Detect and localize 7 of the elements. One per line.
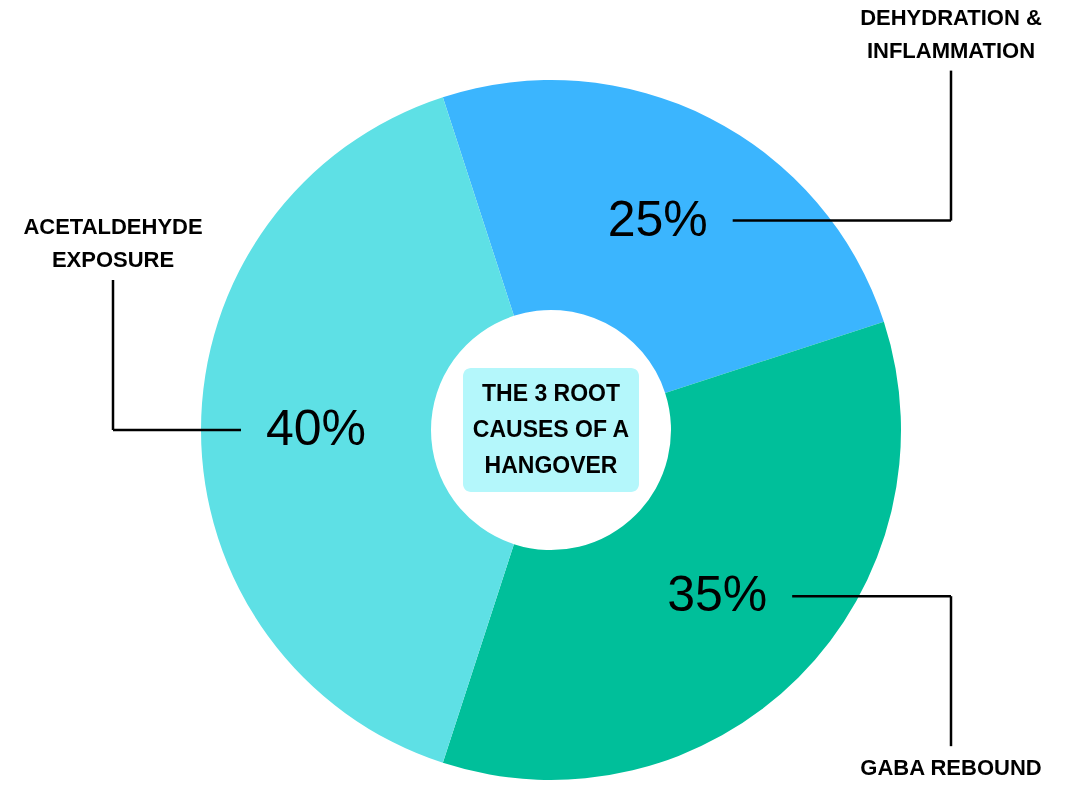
data-label: 25% [607,190,708,247]
data-label: 40% [265,400,367,456]
data-label: 35% [667,566,768,623]
slice-label: DEHYDRATION & INFLAMMATION [860,4,1042,63]
slice-label: ACETALDEHYDE EXPOSURE [23,214,203,272]
text: THE 3 ROOT CAUSES OF A HANGOVER [472,380,630,478]
slice-label: GABA REBOUND [860,755,1042,781]
